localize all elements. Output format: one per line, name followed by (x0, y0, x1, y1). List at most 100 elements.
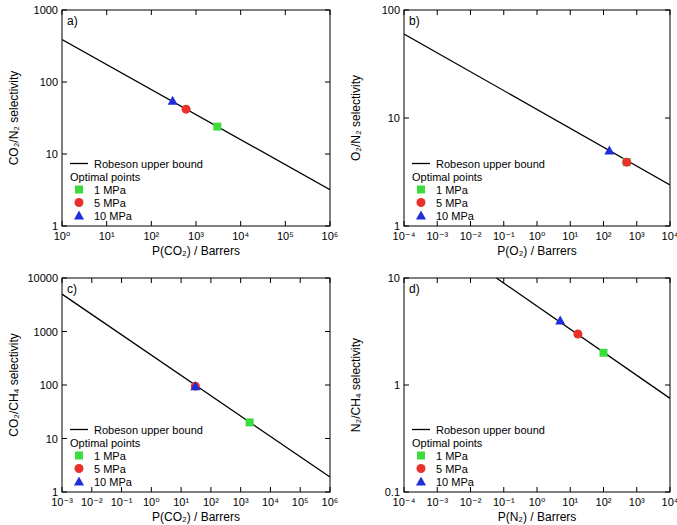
x-tick-top (636, 278, 637, 283)
x-tick-top (503, 10, 504, 15)
x-tick-top (330, 10, 331, 15)
legend-swatch (417, 452, 425, 460)
y-tick-right (325, 278, 330, 279)
legend: Robeson upper boundOptimal points1 MPa5 … (412, 158, 545, 222)
legend-label: 10 MPa (94, 476, 133, 488)
y-tick-label: 10 (388, 112, 400, 124)
x-tick-top (151, 10, 152, 15)
legend-label: 1 MPa (436, 184, 469, 196)
plot-frame (62, 10, 330, 226)
legend-label: Robeson upper bound (94, 158, 203, 170)
x-tick (570, 487, 571, 492)
panel-label: b) (409, 14, 420, 28)
x-tick (404, 221, 405, 226)
x-tick (330, 487, 331, 492)
legend: Robeson upper boundOptimal points1 MPa5 … (70, 424, 203, 488)
x-tick-label: 10⁻¹ (493, 496, 515, 508)
x-tick-label: 10⁻³ (426, 496, 448, 508)
legend-swatch (70, 163, 88, 164)
y-tick (404, 278, 409, 279)
legend-label: 5 MPa (94, 463, 127, 475)
panel: 10⁰10¹10²10³10⁴10⁵10⁶1101001000P(CO₂) / … (7, 4, 338, 258)
x-tick-label: 10⁵ (277, 230, 294, 242)
y-tick (62, 438, 67, 439)
y-tick-label: 1 (52, 220, 58, 232)
legend-swatch (70, 429, 88, 430)
x-tick-label: 10⁰ (529, 496, 546, 508)
legend-title: Optimal points (412, 437, 483, 449)
x-tick-label: 10⁻¹ (493, 230, 515, 242)
upper-bound-line (404, 34, 670, 185)
x-tick-top (330, 278, 331, 283)
x-tick-label: 10⁻³ (426, 230, 448, 242)
optimal-point (600, 349, 608, 357)
x-tick (404, 487, 405, 492)
y-axis-title: O₂/N₂ selectivity (349, 75, 363, 161)
x-tick-top (437, 278, 438, 283)
y-tick-label: 100 (40, 379, 58, 391)
x-tick-label: 10⁴ (262, 496, 279, 508)
x-tick-top (470, 278, 471, 283)
x-tick (437, 487, 438, 492)
y-tick-label: 10000 (27, 272, 58, 284)
legend-label: Robeson upper bound (436, 424, 545, 436)
panel: 10⁻³10⁻²10⁻¹10⁰10¹10²10³10⁴10⁵10⁶1101001… (7, 272, 338, 524)
x-tick (151, 221, 152, 226)
legend-swatch (75, 198, 84, 207)
y-tick (404, 118, 409, 119)
x-tick-label: 10⁻¹ (111, 496, 133, 508)
y-tick (62, 226, 67, 227)
y-tick (404, 226, 409, 227)
legend-label: 5 MPa (436, 197, 469, 209)
x-tick (240, 487, 241, 492)
x-tick (151, 487, 152, 492)
x-tick-top (270, 278, 271, 283)
optimal-point (213, 123, 221, 131)
panel-label: d) (409, 282, 420, 296)
x-tick (121, 487, 122, 492)
x-tick-top (151, 278, 152, 283)
legend-swatch (416, 211, 426, 220)
optimal-point (190, 381, 200, 390)
y-tick-right (325, 385, 330, 386)
y-tick-label: 10 (46, 433, 58, 445)
plot-data (62, 39, 330, 189)
optimal-point (246, 418, 254, 426)
x-tick (603, 487, 604, 492)
y-tick-right (325, 154, 330, 155)
y-tick-right (665, 10, 670, 11)
x-tick (603, 221, 604, 226)
x-tick-label: 10⁰ (143, 496, 160, 508)
x-tick-top (210, 278, 211, 283)
x-tick-top (404, 10, 405, 15)
x-tick-top (636, 10, 637, 15)
y-tick (62, 278, 67, 279)
x-tick (196, 221, 197, 226)
optimal-point (168, 96, 178, 105)
x-tick-top (91, 278, 92, 283)
x-tick-top (196, 10, 197, 15)
x-tick (62, 221, 63, 226)
x-tick-top (470, 10, 471, 15)
x-tick-label: 10² (596, 496, 612, 508)
plot-data (62, 294, 330, 477)
y-tick-right (325, 82, 330, 83)
x-tick (537, 221, 538, 226)
upper-bound-line (62, 294, 330, 477)
legend-swatch (75, 186, 83, 194)
x-tick-label: 10⁶ (322, 230, 339, 242)
x-tick-top (181, 278, 182, 283)
panel-label: a) (67, 14, 78, 28)
upper-bound-line (496, 278, 670, 398)
x-tick-top (404, 278, 405, 283)
legend-label: 5 MPa (436, 463, 469, 475)
upper-bound-line (62, 39, 330, 189)
y-tick-right (325, 331, 330, 332)
x-tick (62, 487, 63, 492)
y-axis-title: N₂/CH₄ selectivity (349, 338, 363, 432)
x-tick-label: 10¹ (173, 496, 189, 508)
x-tick-top (570, 278, 571, 283)
legend-swatch (75, 452, 83, 460)
x-tick (300, 487, 301, 492)
x-tick (470, 487, 471, 492)
